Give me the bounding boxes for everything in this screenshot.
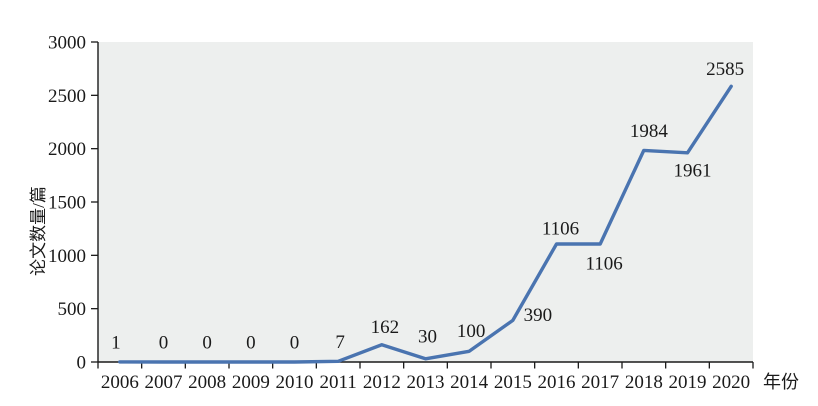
x-axis-title: 年份 (763, 372, 799, 392)
x-tick-label: 2009 (232, 372, 270, 393)
x-tick-label: 2011 (320, 372, 357, 393)
x-tick-label: 2007 (145, 372, 183, 393)
x-tick-label: 2017 (581, 372, 619, 393)
data-label: 1984 (630, 121, 669, 142)
data-label: 0 (246, 333, 256, 354)
x-tick-label: 2010 (276, 372, 314, 393)
y-tick-label: 1500 (48, 193, 86, 214)
data-label: 7 (335, 332, 345, 353)
x-tick-label: 2013 (407, 372, 445, 393)
x-tick-label: 2019 (669, 372, 707, 393)
plot-area (98, 42, 753, 362)
x-tick-label: 2008 (188, 372, 226, 393)
data-label: 0 (290, 333, 300, 354)
y-tick-label: 2500 (48, 86, 86, 107)
y-tick-label: 0 (77, 353, 87, 374)
data-label: 0 (202, 333, 212, 354)
data-label: 100 (457, 321, 486, 342)
x-tick-label: 2014 (450, 372, 489, 393)
data-label: 1106 (542, 219, 579, 240)
y-tick-label: 1000 (48, 246, 86, 267)
data-label: 2585 (706, 59, 744, 80)
data-label: 1106 (586, 254, 623, 275)
x-tick-label: 2018 (625, 372, 663, 393)
x-tick-label: 2016 (538, 372, 576, 393)
data-label: 1961 (674, 160, 712, 181)
y-tick-label: 500 (58, 299, 87, 320)
y-tick-label: 2000 (48, 139, 86, 160)
data-label: 162 (371, 317, 400, 338)
data-label: 390 (524, 305, 553, 326)
data-line (118, 84, 733, 364)
data-label: 30 (418, 326, 437, 347)
data-label: 0 (159, 333, 169, 354)
x-tick-label: 2020 (712, 372, 750, 393)
x-tick-label: 2012 (363, 372, 401, 393)
x-tick-label: 2015 (494, 372, 532, 393)
x-tick-label: 2006 (101, 372, 139, 393)
y-axis-title: 论文数量/篇 (29, 186, 48, 276)
y-tick-label: 3000 (48, 33, 86, 54)
data-label: 1 (111, 332, 121, 353)
